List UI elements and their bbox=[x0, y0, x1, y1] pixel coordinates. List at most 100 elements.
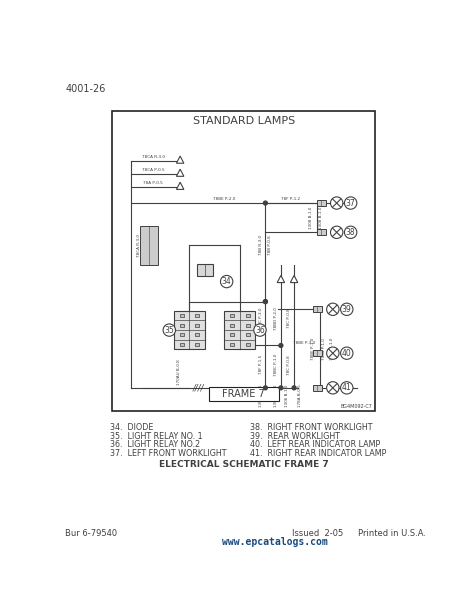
Text: 78CA R-3.0: 78CA R-3.0 bbox=[142, 155, 164, 159]
Bar bbox=[313, 385, 322, 391]
Text: 78F P-1.5: 78F P-1.5 bbox=[259, 355, 263, 375]
Text: 35: 35 bbox=[164, 325, 174, 335]
Bar bbox=[230, 343, 234, 346]
Text: 78C P-0.8: 78C P-0.8 bbox=[287, 309, 292, 328]
Bar bbox=[313, 350, 322, 356]
Text: 36: 36 bbox=[255, 325, 265, 335]
Bar bbox=[317, 229, 326, 235]
Text: FRAME 7: FRAME 7 bbox=[222, 389, 265, 399]
Circle shape bbox=[330, 197, 343, 209]
Bar bbox=[317, 200, 326, 206]
Text: 37: 37 bbox=[346, 198, 356, 208]
Bar bbox=[195, 333, 199, 336]
Text: 34: 34 bbox=[222, 277, 231, 286]
Circle shape bbox=[279, 344, 283, 348]
Bar bbox=[112, 111, 375, 411]
Circle shape bbox=[279, 386, 283, 390]
Text: 78B R-3.0: 78B R-3.0 bbox=[259, 235, 263, 255]
Bar bbox=[209, 387, 279, 401]
Text: 78CA R-3.0: 78CA R-3.0 bbox=[137, 234, 141, 257]
Text: 78B P-0.8: 78B P-0.8 bbox=[268, 236, 272, 255]
Text: 37.  LEFT FRONT WORKLIGHT: 37. LEFT FRONT WORKLIGHT bbox=[110, 449, 227, 458]
Text: 78BC P-1.0: 78BC P-1.0 bbox=[274, 354, 278, 376]
Bar bbox=[224, 311, 255, 349]
Text: BG4M092-C7: BG4M092-C7 bbox=[340, 405, 373, 410]
Polygon shape bbox=[176, 169, 184, 176]
Circle shape bbox=[327, 382, 339, 394]
Text: www.epcatalogs.com: www.epcatalogs.com bbox=[222, 537, 328, 547]
Text: Printed in U.S.A.: Printed in U.S.A. bbox=[357, 529, 426, 538]
Text: STANDARD LAMPS: STANDARD LAMPS bbox=[192, 115, 295, 126]
Text: 1306 B-0.5: 1306 B-0.5 bbox=[259, 384, 263, 407]
Bar bbox=[246, 333, 249, 336]
Text: 41.  RIGHT REAR INDICATOR LAMP: 41. RIGHT REAR INDICATOR LAMP bbox=[250, 449, 386, 458]
Text: 1306 B-1.0: 1306 B-1.0 bbox=[274, 384, 278, 406]
Text: 170AU B-0.8: 170AU B-0.8 bbox=[177, 360, 181, 386]
Text: 39: 39 bbox=[342, 305, 352, 314]
Text: 178A B-0.5: 178A B-0.5 bbox=[298, 384, 302, 407]
Circle shape bbox=[330, 226, 343, 238]
Text: 1308 B-1.0: 1308 B-1.0 bbox=[319, 206, 323, 229]
Polygon shape bbox=[176, 156, 184, 163]
Text: 39.  REAR WORKLIGHT: 39. REAR WORKLIGHT bbox=[250, 432, 340, 441]
Text: 78A P-0.5: 78A P-0.5 bbox=[143, 181, 163, 185]
Bar bbox=[230, 314, 234, 317]
Circle shape bbox=[327, 347, 339, 359]
Bar bbox=[180, 333, 183, 336]
Bar bbox=[180, 343, 183, 346]
Bar bbox=[246, 314, 249, 317]
Circle shape bbox=[292, 386, 296, 390]
Circle shape bbox=[264, 386, 267, 390]
Bar bbox=[174, 311, 205, 349]
Text: 7004 P-1.0: 7004 P-1.0 bbox=[321, 338, 326, 360]
Circle shape bbox=[264, 201, 267, 205]
Text: ELECTRICAL SCHEMATIC FRAME 7: ELECTRICAL SCHEMATIC FRAME 7 bbox=[159, 459, 328, 468]
Bar bbox=[195, 343, 199, 346]
Text: ////: //// bbox=[192, 383, 204, 392]
Bar bbox=[197, 264, 213, 276]
Circle shape bbox=[264, 300, 267, 303]
Text: 78BE P-1.0: 78BE P-1.0 bbox=[311, 338, 316, 360]
Bar bbox=[313, 306, 322, 313]
Circle shape bbox=[341, 347, 353, 359]
Text: 40: 40 bbox=[342, 349, 352, 358]
Polygon shape bbox=[277, 276, 284, 282]
Text: 1308 B-1.0: 1308 B-1.0 bbox=[330, 337, 334, 360]
Text: 4001-26: 4001-26 bbox=[65, 84, 106, 94]
Text: 78F P-1.2: 78F P-1.2 bbox=[281, 197, 300, 201]
Bar bbox=[140, 226, 158, 265]
Text: 78BE P-3.0: 78BE P-3.0 bbox=[293, 341, 315, 345]
Bar bbox=[230, 333, 234, 336]
Text: 78BE P-2.0: 78BE P-2.0 bbox=[213, 197, 236, 201]
Text: 41: 41 bbox=[342, 383, 352, 392]
Text: 40.  LEFT REAR INDICATOR LAMP: 40. LEFT REAR INDICATOR LAMP bbox=[250, 440, 380, 449]
Circle shape bbox=[220, 276, 233, 288]
Bar bbox=[246, 343, 249, 346]
Text: 1308 B-1.0: 1308 B-1.0 bbox=[309, 206, 313, 229]
Bar bbox=[230, 324, 234, 327]
Text: 78C P-0.8: 78C P-0.8 bbox=[287, 355, 292, 375]
Text: 36.  LIGHT RELAY NO.2: 36. LIGHT RELAY NO.2 bbox=[110, 440, 201, 449]
Text: 1306 B-1.0: 1306 B-1.0 bbox=[285, 384, 289, 406]
Polygon shape bbox=[291, 276, 298, 282]
Bar bbox=[246, 324, 249, 327]
Text: 35.  LIGHT RELAY NO. 1: 35. LIGHT RELAY NO. 1 bbox=[110, 432, 203, 441]
Circle shape bbox=[163, 324, 175, 336]
Text: 38: 38 bbox=[346, 228, 356, 237]
Polygon shape bbox=[176, 182, 184, 189]
Circle shape bbox=[341, 382, 353, 394]
Text: 78BD P-2.0: 78BD P-2.0 bbox=[274, 307, 278, 330]
Circle shape bbox=[327, 303, 339, 316]
Circle shape bbox=[345, 226, 357, 238]
Text: 34.  DIODE: 34. DIODE bbox=[110, 424, 154, 432]
Text: 38.  RIGHT FRONT WORKLIGHT: 38. RIGHT FRONT WORKLIGHT bbox=[250, 424, 373, 432]
Circle shape bbox=[345, 197, 357, 209]
Bar bbox=[180, 314, 183, 317]
Bar bbox=[180, 324, 183, 327]
Circle shape bbox=[254, 324, 266, 336]
Text: 78CA P-0.5: 78CA P-0.5 bbox=[142, 168, 164, 172]
Circle shape bbox=[264, 300, 267, 303]
Text: 78BC P-3.0: 78BC P-3.0 bbox=[259, 307, 263, 330]
Text: Issued  2-05: Issued 2-05 bbox=[292, 529, 343, 538]
Text: Bur 6-79540: Bur 6-79540 bbox=[65, 529, 118, 538]
